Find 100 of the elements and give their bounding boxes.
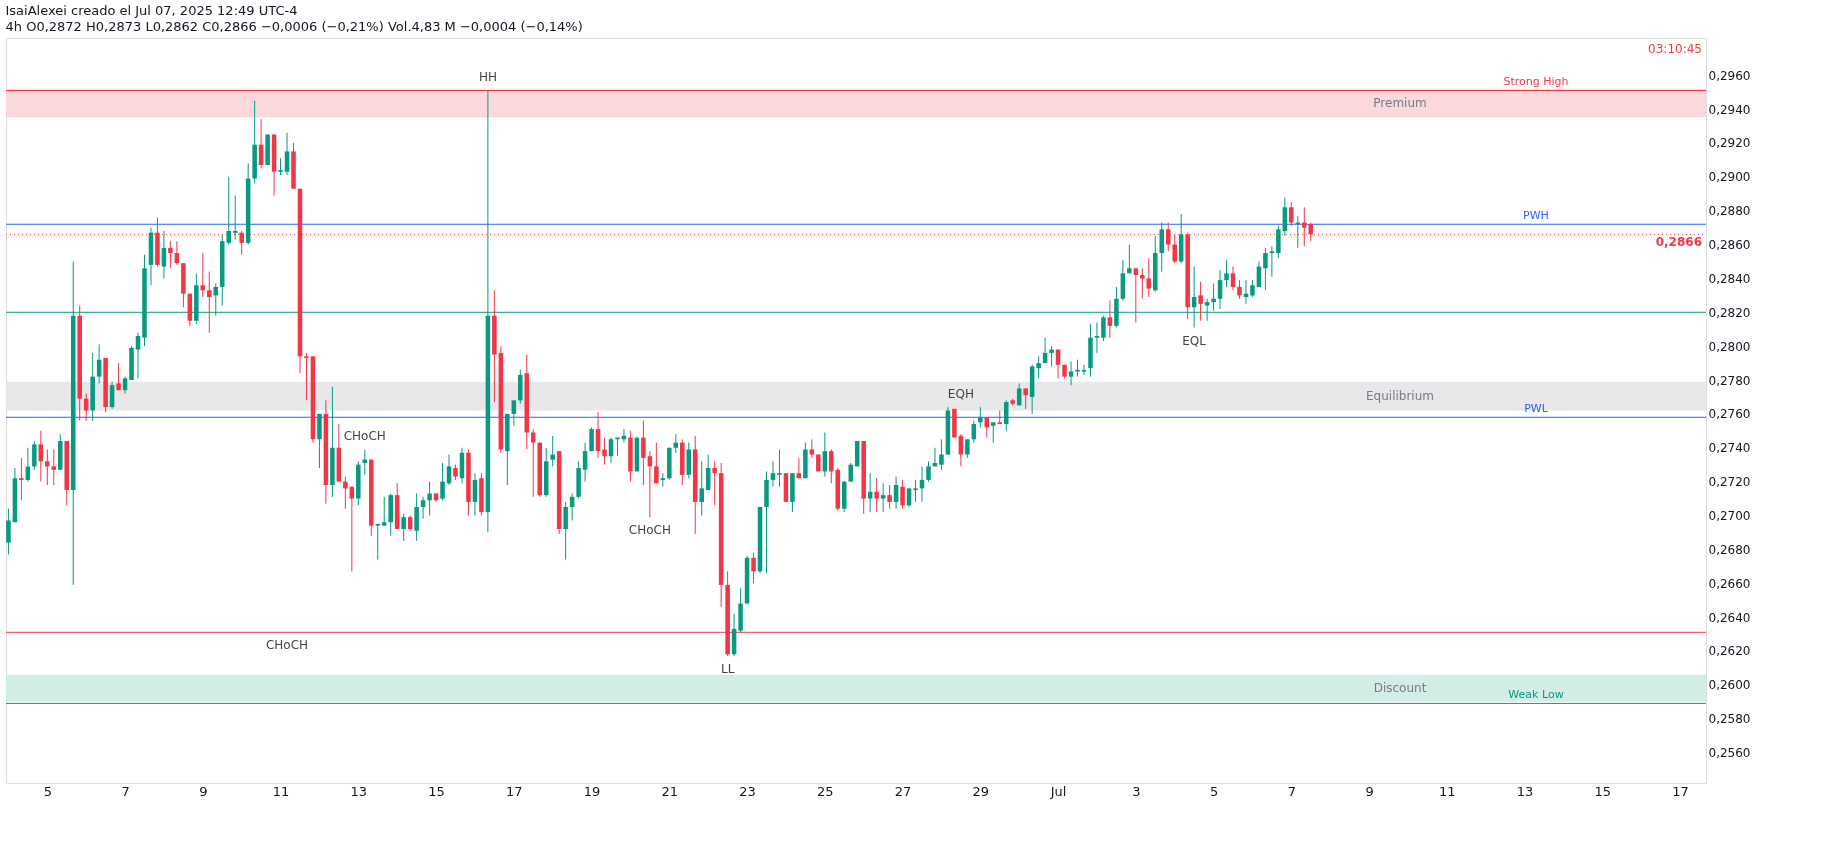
ref-line-label: PWH <box>1523 209 1549 223</box>
candlestick <box>25 447 31 483</box>
y-tick-label: 0,2560 <box>1708 746 1751 761</box>
x-tick-label: Jul <box>1049 783 1067 799</box>
candlestick <box>1003 399 1009 432</box>
candlestick <box>1217 269 1223 310</box>
candlestick <box>6 508 11 555</box>
chart-title: IsaiAlexei creado el Jul 07, 2025 12:49 UTC-4 <box>5 3 298 18</box>
candlestick <box>699 460 704 516</box>
candlestick <box>874 477 879 513</box>
y-tick-label: 0,2900 <box>1708 170 1751 185</box>
y-tick-label: 0,2800 <box>1708 339 1751 354</box>
candlestick <box>530 428 536 498</box>
candlestick <box>1289 201 1294 227</box>
candlestick <box>958 433 964 467</box>
y-tick-label: 0,2760 <box>1708 407 1751 422</box>
candlestick <box>1276 225 1281 259</box>
y-tick-label: 0,2660 <box>1708 576 1751 591</box>
candlestick <box>1172 233 1177 264</box>
x-tick-label: 13 <box>1516 783 1534 799</box>
annotation: LL <box>720 662 735 677</box>
candlestick <box>381 496 387 527</box>
x-tick-label: 3 <box>1132 783 1141 799</box>
y-tick-label: 0,2700 <box>1708 508 1751 523</box>
annotation: CHoCH <box>265 638 309 653</box>
candlestick <box>1140 267 1145 300</box>
candlestick <box>641 420 646 486</box>
y-tick-label: 0,2880 <box>1708 204 1751 219</box>
candlestick <box>602 437 607 466</box>
candlestick <box>1146 257 1152 298</box>
candlestick <box>563 501 568 560</box>
annotation: CHoCH <box>343 429 386 444</box>
y-tick-label: 0,2720 <box>1708 475 1751 490</box>
candlestick <box>343 476 348 510</box>
x-tick-label: 27 <box>894 783 912 799</box>
x-tick-label: 17 <box>506 783 523 799</box>
candlestick <box>45 448 50 486</box>
annotation: CHoCH <box>628 523 671 538</box>
ref-line-label: 0,2866 <box>1655 235 1702 250</box>
candlestick <box>939 438 944 471</box>
y-tick-label: 0,2960 <box>1708 68 1751 83</box>
candlestick <box>440 462 445 501</box>
band-label: Discount <box>1373 681 1427 696</box>
x-tick-label: 9 <box>199 783 208 799</box>
ref-line-label: Weak Low <box>1508 688 1564 702</box>
candlestick <box>168 240 173 269</box>
chart-subtitle: 4h O0,2872 H0,2873 L0,2862 C0,2866 −0,0006 (−0,21%) Vol.4,83 M −0,0004 (−0,14%) <box>5 19 583 34</box>
candlestick <box>1036 355 1041 379</box>
x-tick-label: 5 <box>1209 783 1219 799</box>
candlestick <box>427 481 432 516</box>
x-tick-label: 5 <box>43 783 52 799</box>
candlestick <box>401 513 406 542</box>
candlestick <box>116 362 121 391</box>
candlestick <box>712 460 717 506</box>
x-tick-label: 9 <box>1365 783 1374 799</box>
x-tick-label: 7 <box>1287 783 1296 799</box>
candlestick <box>1198 281 1203 322</box>
candlestick <box>965 438 970 459</box>
annotation: 03:10:45 <box>1648 42 1702 56</box>
candlestick <box>232 194 238 240</box>
candlestick <box>1133 267 1139 323</box>
candlestick <box>161 230 167 279</box>
candlestick <box>420 496 426 520</box>
candlestick <box>867 472 873 513</box>
candlestick <box>32 440 37 471</box>
x-tick-label: 23 <box>739 783 756 799</box>
candlestick <box>304 352 309 401</box>
candlestick <box>1023 387 1028 410</box>
candlestick <box>414 492 419 542</box>
annotation: EQL <box>1182 333 1207 348</box>
x-tick-label: 13 <box>350 783 368 799</box>
candlestick <box>770 460 776 488</box>
candlestick <box>1107 299 1113 339</box>
band-label: Equilibrium <box>1366 389 1434 404</box>
candlestick <box>207 271 212 334</box>
candlestick <box>1263 247 1268 291</box>
candlestick <box>284 132 290 176</box>
candlestick <box>751 552 756 584</box>
candlestick <box>900 479 905 510</box>
candlestick <box>1230 266 1236 291</box>
ref-line-label: PWL <box>1524 402 1549 416</box>
x-tick-label: 15 <box>1594 783 1612 799</box>
y-tick-label: 0,2940 <box>1708 102 1751 117</box>
y-tick-label: 0,2740 <box>1708 441 1751 456</box>
x-tick-label: 7 <box>121 783 130 799</box>
candlestick <box>777 448 782 488</box>
x-tick-label: 19 <box>583 783 601 799</box>
candlestick <box>1269 245 1275 278</box>
candlestick <box>375 523 381 560</box>
candlestick <box>887 484 892 510</box>
y-tick-label: 0,2680 <box>1708 542 1751 557</box>
candlestick <box>848 462 853 483</box>
y-tick-label: 0,2640 <box>1708 610 1751 625</box>
candlestick <box>135 332 141 379</box>
candlestick <box>1101 315 1106 342</box>
y-tick-label: 0,2780 <box>1708 373 1751 388</box>
candlestick <box>1224 259 1229 288</box>
candlestick <box>582 442 588 483</box>
annotation: EQH <box>947 387 974 402</box>
candlestick <box>1127 244 1132 274</box>
